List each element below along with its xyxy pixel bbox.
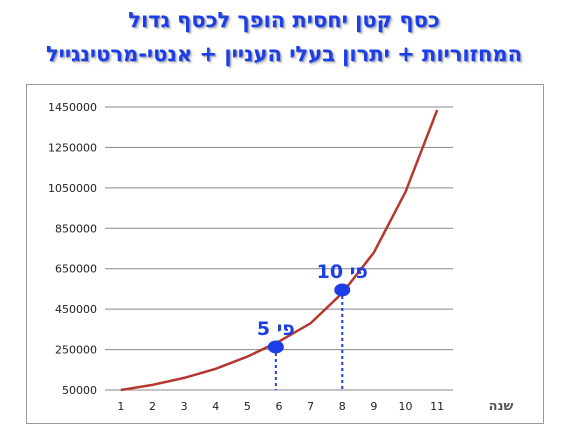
y-tick-label-7: 1450000 [48, 101, 97, 114]
chart-title-line-2: המחזוריות + יתרון בעלי העניין + אנטי-מרט… [45, 42, 523, 66]
y-tick-label-3: 650000 [55, 263, 97, 276]
x-tick-label-7: 8 [339, 400, 346, 413]
annotation-marker-0 [267, 340, 284, 354]
line-chart: 50000 250000 450000 650000 850000 1050000 1250… [48, 101, 514, 414]
y-tick-label-5: 1050000 [48, 182, 97, 195]
y-tick-label-1: 250000 [55, 344, 97, 357]
chart-title-line-1: כסף קטן יחסית הופך לכסף גדול [128, 8, 440, 32]
x-axis-ticks: 1 2 3 4 5 6 7 8 9 10 11 [117, 400, 444, 413]
y-tick-label-2: 450000 [55, 303, 97, 316]
y-axis-ticks: 50000 250000 450000 650000 850000 1050000 1250… [48, 101, 97, 397]
x-tick-label-3: 4 [212, 400, 219, 413]
x-tick-label-1: 2 [149, 400, 156, 413]
x-axis-label: שנה [489, 399, 514, 414]
x-tick-label-2: 3 [181, 400, 188, 413]
x-tick-label-4: 5 [244, 400, 251, 413]
x-tick-label-9: 10 [399, 400, 413, 413]
y-tick-label-4: 850000 [55, 222, 97, 235]
x-tick-label-8: 9 [370, 400, 377, 413]
x-tick-label-10: 11 [430, 400, 444, 413]
grid-lines [105, 106, 453, 391]
annotation-markers [267, 283, 351, 354]
annotation-label-1: פי 10 [317, 261, 368, 283]
annotation-drop-lines [274, 289, 344, 390]
x-tick-label-5: 6 [276, 400, 283, 413]
x-tick-label-0: 1 [117, 400, 124, 413]
x-tick-label-6: 7 [307, 400, 314, 413]
annotation-labels: פי 5 פי 10 [257, 261, 368, 340]
annotation-label-0: פי 5 [257, 318, 295, 340]
y-tick-label-6: 1250000 [48, 141, 97, 154]
y-tick-label-0: 50000 [62, 384, 97, 397]
annotation-marker-1 [334, 283, 351, 297]
chart-area: 50000 250000 450000 650000 850000 1050000 1250… [26, 84, 544, 424]
